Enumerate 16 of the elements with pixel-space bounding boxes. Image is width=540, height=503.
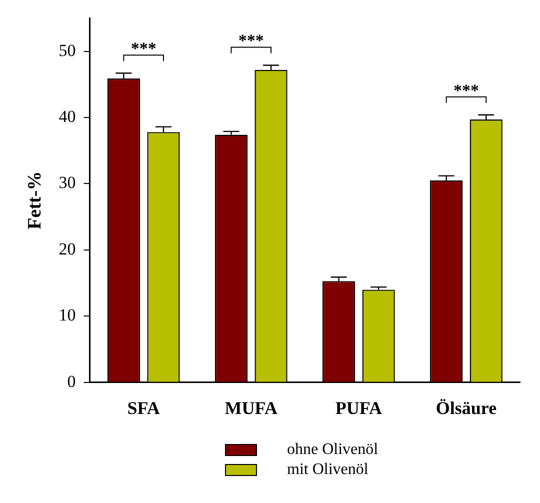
x-tick-label: PUFA — [335, 398, 382, 418]
legend-label: ohne Olivenöl — [287, 441, 378, 458]
x-tick-label: SFA — [127, 398, 160, 418]
legend-label: mit Olivenöl — [287, 461, 368, 478]
y-tick-label: 0 — [67, 372, 76, 391]
y-tick-label: 20 — [58, 239, 76, 258]
x-tick-label: MUFA — [224, 398, 278, 418]
y-axis-title: Fett-% — [24, 171, 46, 230]
annotation: *** — [130, 39, 156, 58]
y-tick-label: 10 — [58, 306, 76, 325]
y-tick-label: 30 — [58, 173, 76, 192]
annotation: *** — [238, 31, 264, 50]
x-tick-label: Ölsäure — [436, 398, 497, 418]
annotation: *** — [453, 80, 479, 100]
y-tick-label: 50 — [58, 40, 76, 60]
y-tick-label: 40 — [58, 106, 76, 126]
